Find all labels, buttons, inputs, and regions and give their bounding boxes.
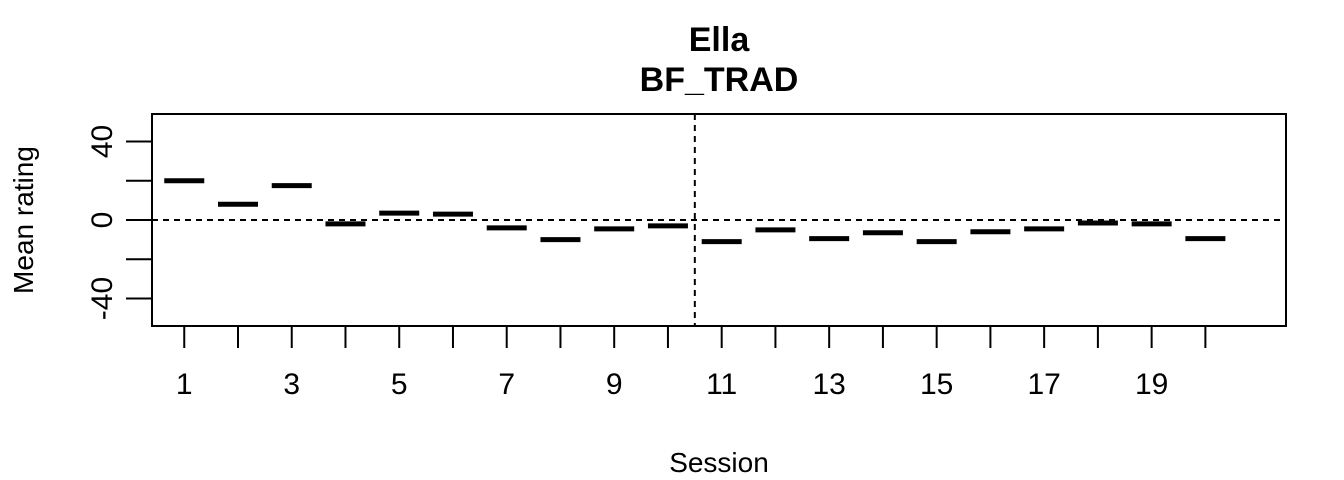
y-axis-title: Mean rating <box>8 146 39 294</box>
x-tick-label: 3 <box>283 368 300 401</box>
x-tick-label: 11 <box>706 368 737 401</box>
x-tick-label: 1 <box>176 368 193 401</box>
data-marks <box>164 178 1226 245</box>
x-axis-title: Session <box>669 447 769 478</box>
y-axis: -40 0 40 <box>86 125 152 320</box>
x-tick-label: 17 <box>1027 368 1060 401</box>
chart-title: Ella <box>689 21 751 59</box>
y-tick-label: 40 <box>86 125 119 158</box>
x-tick-label: 7 <box>498 368 515 401</box>
x-tick-label: 9 <box>606 368 623 401</box>
y-tick-label: 0 <box>86 212 119 229</box>
x-tick-label: 13 <box>812 368 845 401</box>
x-axis: 1 3 5 7 9 11 13 15 17 19 <box>176 326 1207 401</box>
x-tick-label: 5 <box>391 368 408 401</box>
reference-lines <box>152 114 1286 326</box>
x-tick-label: 19 <box>1135 368 1168 401</box>
chart-subtitle: BF_TRAD <box>640 61 799 99</box>
y-tick-label: -40 <box>86 277 119 320</box>
x-tick-label: 15 <box>920 368 953 401</box>
